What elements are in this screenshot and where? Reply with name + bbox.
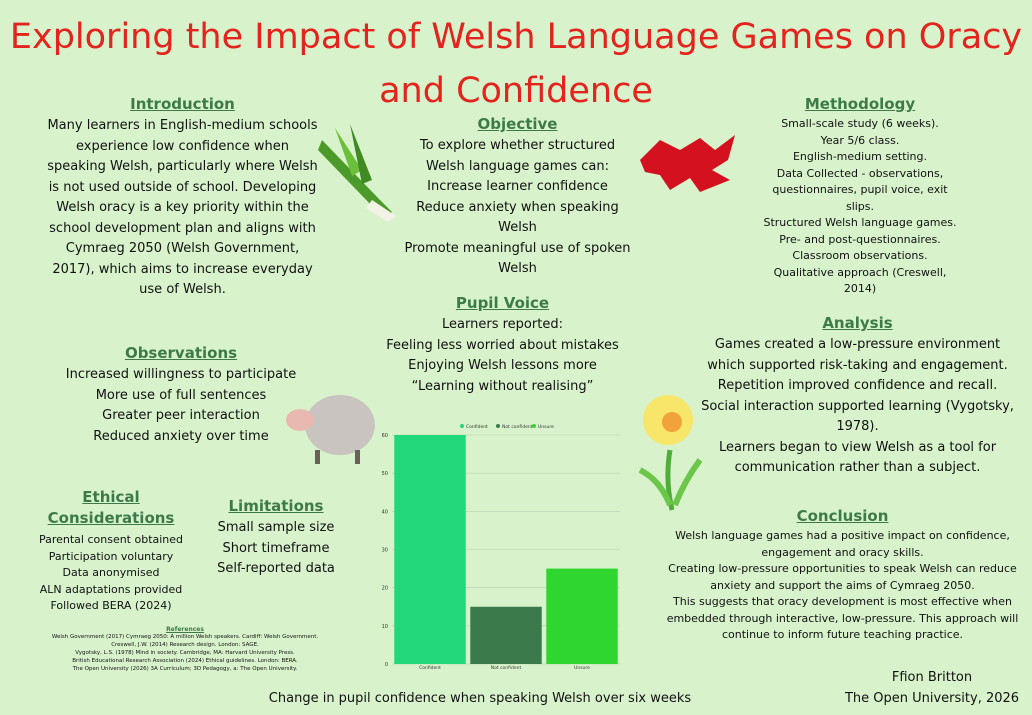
section-text: Social interaction supported learning (V… [701, 398, 1014, 435]
x-tick-label: Confident [419, 665, 441, 671]
section-text: Pre- and post-questionnaires. [779, 232, 941, 246]
section-heading: Pupil Voice [455, 294, 550, 312]
section-text: Games created a low-pressure environment… [707, 337, 1008, 373]
section-text: Classroom observations. [792, 249, 928, 262]
section-text: English-medium setting. [792, 150, 928, 163]
section-text: Increase learner confidence [427, 179, 608, 194]
title-line: and Confidence [379, 71, 653, 111]
daffodil-illustration [638, 395, 703, 511]
section-text: Welsh language games had a positive impa… [675, 529, 1010, 559]
y-tick-label: 40 [382, 509, 388, 515]
section-text: Parental consent obtained [38, 533, 184, 546]
y-tick-label: 50 [382, 471, 388, 477]
affiliation: The Open University, 2026 [844, 691, 1020, 706]
section-text: Vygotsky, L.S. (1978) Mind in society. C… [75, 650, 295, 656]
section-text: Reduced anxiety over time [93, 428, 269, 444]
section-text: Qualitative approach (Creswell, 2014) [773, 265, 947, 296]
section-text: ALN adaptations provided [39, 582, 183, 596]
y-tick-label: 10 [382, 624, 388, 630]
x-tick-label: Not confident [491, 665, 522, 671]
poster-title: Exploring the Impact of Welsh Language G… [0, 10, 1032, 118]
legend-label: Unsure [538, 424, 554, 430]
section-text: Promote meaningful use of spoken Welsh [404, 240, 631, 277]
leek-illustration [318, 124, 396, 222]
section-text: Followed BERA (2024) [50, 599, 172, 612]
sheep-illustration [286, 395, 375, 464]
chart-caption: Change in pupil confidence when speaking… [268, 691, 692, 706]
section-text: Many learners in English-medium schools … [47, 118, 318, 297]
bar-chart: 0 10 20 30 40 50 60 Confident Confident Not confi… [382, 424, 620, 671]
legend-swatch [460, 424, 464, 428]
section-text: Creating low-pressure opportunities to s… [668, 562, 1017, 592]
section-text: Data anonymised [62, 566, 160, 579]
section-text: Feeling less worried about mistakes [386, 337, 619, 353]
author: Ffion Britton [891, 670, 973, 685]
section-text: Repetition improved confidence and recal… [717, 378, 998, 393]
conclusion-section: Conclusion Welsh language games had a pos… [665, 507, 1020, 644]
legend-swatch [532, 424, 536, 428]
section-text: Learners began to view Welsh as a tool f… [718, 439, 997, 476]
section-text: Welsh Government (2017) Cymraeg 2050: A … [51, 634, 319, 640]
limitations-section: Limitations Small sample size Short timefr… [205, 497, 347, 580]
analysis-section: Analysis Games created a low-pressure env… [700, 314, 1015, 479]
ethical-section: Ethical Considerations Parental consent o… [30, 487, 192, 615]
section-heading: Limitations [228, 497, 324, 515]
y-tick-label: 20 [382, 586, 388, 592]
section-text: Enjoying Welsh lessons more [408, 358, 597, 373]
section-text: British Educational Research Association… [72, 658, 298, 664]
bar [470, 606, 542, 664]
section-text: Participation voluntary [48, 549, 174, 563]
y-tick-label: 30 [382, 548, 388, 554]
section-text: Learners reported: [442, 317, 563, 332]
introduction-section: Introduction Many learners in English-med… [45, 95, 320, 301]
references-section: References Welsh Government (2017) Cymrae… [40, 626, 330, 673]
title-line: Exploring the Impact of Welsh Language G… [9, 17, 1023, 57]
section-text: “Learning without realising” [411, 378, 594, 394]
section-text: Reduce anxiety when speaking Welsh [416, 199, 619, 236]
section-text: Self-reported data [217, 561, 335, 576]
section-heading: Observations [124, 344, 238, 362]
section-heading: Introduction [130, 95, 235, 113]
section-text: Increased willingness to participate [65, 367, 297, 382]
section-heading: Methodology [804, 95, 916, 113]
dragon-illustration [640, 135, 735, 192]
section-text: More use of full sentences [95, 387, 267, 403]
section-text: This suggests that oracy development is … [666, 595, 1019, 641]
bar [394, 435, 466, 664]
section-text: Structured Welsh language games. [763, 216, 957, 229]
section-text: Small sample size [217, 520, 335, 535]
y-tick-label: 60 [382, 433, 388, 439]
section-text: Data Collected - observations, questionn… [772, 166, 948, 213]
section-heading: Ethical Considerations [47, 488, 175, 527]
objective-section: Objective To explore whether structured W… [400, 115, 635, 280]
observations-section: Observations Increased willingness to par… [50, 344, 312, 447]
x-tick-label: Unsure [574, 665, 590, 671]
y-tick-label: 0 [385, 662, 388, 668]
legend-label: Confident [466, 424, 488, 430]
section-text: Year 5/6 class. [820, 133, 900, 147]
pupil-voice-section: Pupil Voice Learners reported: Feeling les… [370, 294, 635, 397]
section-text: Short timeframe [222, 540, 330, 556]
section-text: Greater peer interaction [102, 408, 260, 423]
section-heading: Conclusion [796, 507, 889, 525]
legend-swatch [496, 424, 500, 428]
section-heading: Objective [477, 115, 558, 133]
section-heading: References [166, 626, 204, 633]
section-text: Small-scale study (6 weeks). [781, 117, 939, 130]
bar [546, 568, 618, 664]
section-text: Creswell, J.W. (2014) Research design. L… [111, 642, 259, 648]
legend-label: Not confident [502, 424, 533, 430]
section-text: To explore whether structured Welsh lang… [419, 138, 616, 174]
methodology-section: Methodology Small-scale study (6 weeks). Y… [760, 95, 960, 298]
section-heading: Analysis [822, 314, 893, 332]
section-text: The Open University (2026) 3A Curriculum… [72, 666, 298, 672]
